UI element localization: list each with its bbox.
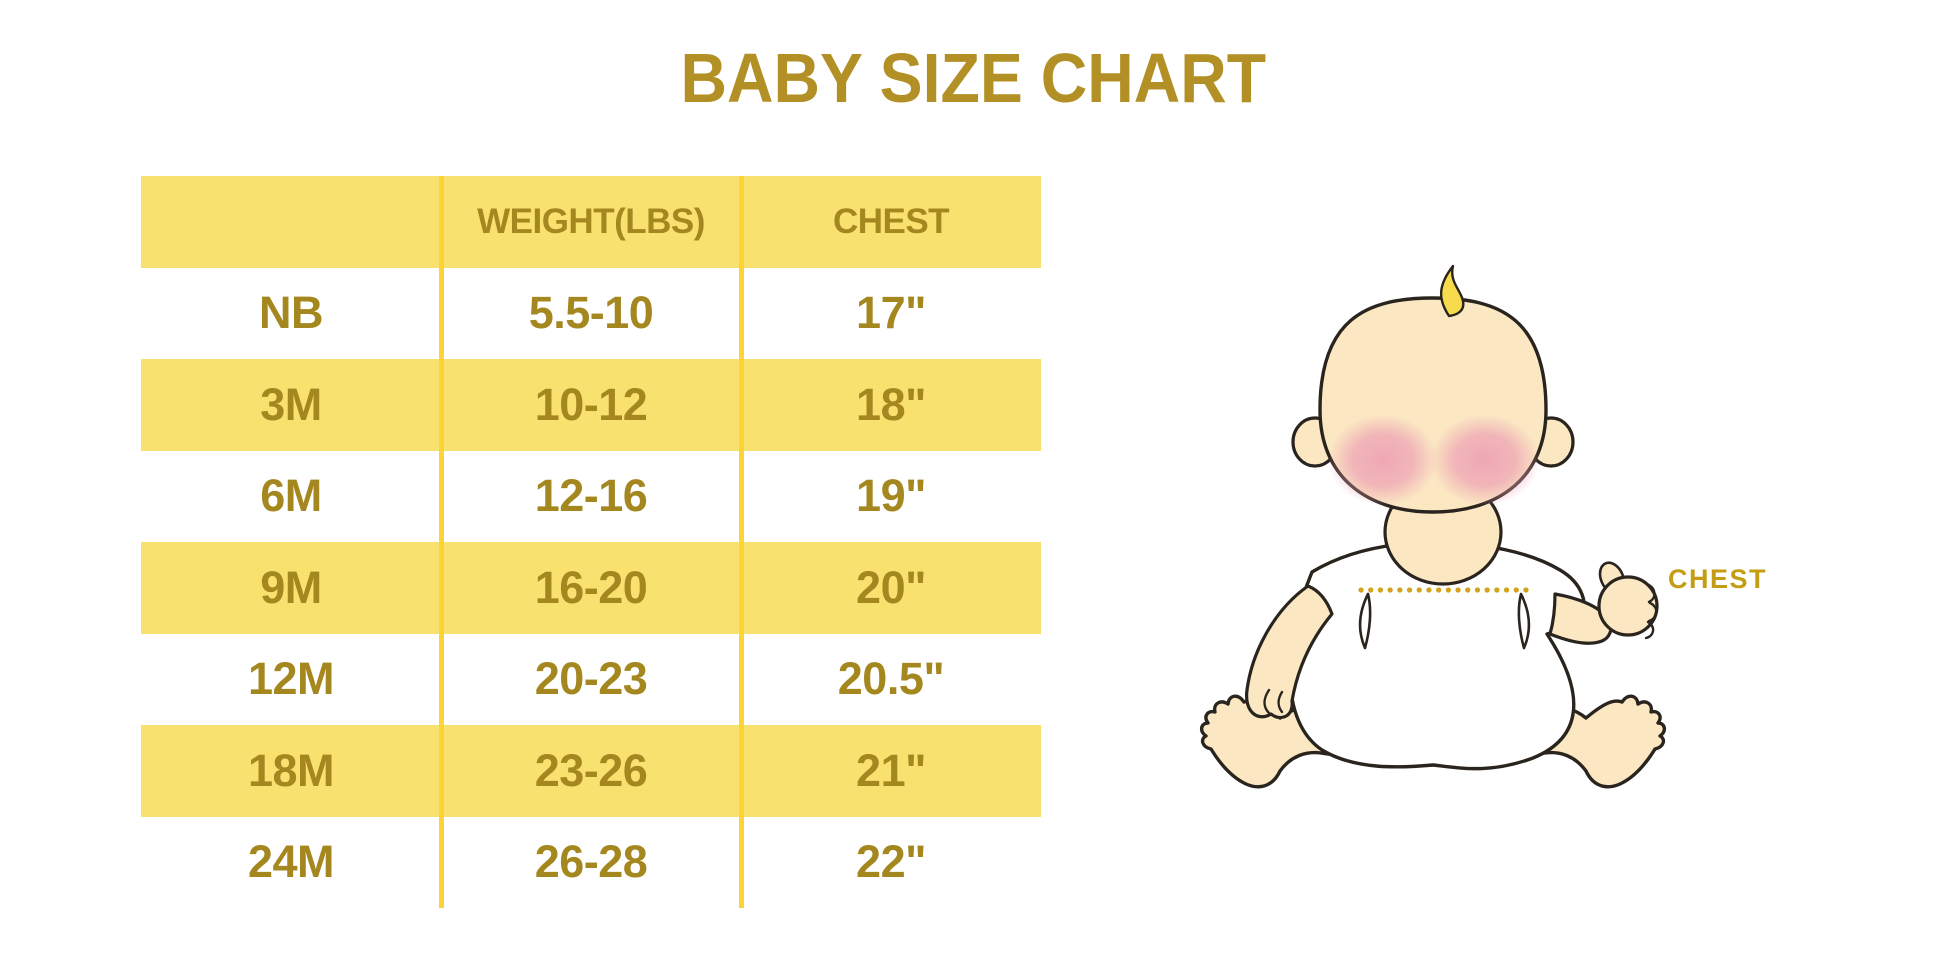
cell-chest: 19" (856, 470, 926, 522)
cell-weight: 23-26 (534, 744, 648, 796)
cell-weight: 16-20 (534, 561, 648, 613)
table-row-12m: 12M 20-23 20.5" (141, 633, 1041, 725)
cell-chest: 20.5" (837, 653, 945, 705)
cell-weight: 5.5-10 (528, 287, 654, 339)
baby-armpit-notch-right (1517, 592, 1531, 650)
cell-size: NB (259, 287, 324, 339)
baby-cheek-right (1430, 414, 1540, 506)
baby-armpit-notch-left (1358, 592, 1372, 650)
cell-weight: 26-28 (534, 836, 648, 888)
cell-size: 9M (260, 561, 322, 613)
cell-weight: 12-16 (534, 470, 648, 522)
header-cell-size (141, 176, 441, 268)
table-row-9m: 9M 16-20 20" (141, 542, 1041, 634)
baby-right-arm (1548, 592, 1613, 645)
header-cell-chest: CHEST (832, 201, 950, 241)
baby-left-hand-fingers (1263, 688, 1284, 715)
page-title: BABY SIZE CHART (0, 39, 1946, 117)
table-header-row: WEIGHT(LBS) CHEST (141, 176, 1041, 268)
cell-size: 18M (247, 744, 335, 796)
cell-size: 12M (247, 653, 335, 705)
cell-weight: 10-12 (534, 378, 648, 430)
chest-measure-label: CHEST (1668, 564, 1768, 594)
cell-chest: 21" (856, 744, 926, 796)
cell-size: 6M (260, 470, 322, 522)
baby-hair-curl-icon (1440, 264, 1465, 318)
cell-size: 24M (247, 836, 335, 888)
header-cell-weight: WEIGHT(LBS) (477, 201, 705, 241)
baby-fist (1597, 575, 1659, 637)
cell-chest: 18" (856, 378, 926, 430)
baby-fist-fingers (1644, 582, 1658, 640)
baby-illustration (1150, 250, 1800, 820)
table-row-3m: 3M 10-12 18" (141, 359, 1041, 451)
size-table: WEIGHT(LBS) CHEST NB 5.5-10 17" 3M 10-12… (141, 176, 1041, 908)
page-title-text: BABY SIZE CHART (680, 39, 1266, 117)
baby-cheek-left (1328, 414, 1438, 506)
table-row-6m: 6M 12-16 19" (141, 450, 1041, 542)
cell-chest: 17" (856, 287, 926, 339)
cell-chest: 22" (856, 836, 926, 888)
column-divider-2 (738, 176, 744, 908)
table-row-18m: 18M 23-26 21" (141, 725, 1041, 817)
baby-svg (1199, 264, 1667, 789)
table-row-24m: 24M 26-28 22" (141, 816, 1041, 908)
baby-left-arm (1245, 584, 1334, 720)
table-row-nb: NB 5.5-10 17" (141, 267, 1041, 359)
cell-size: 3M (260, 378, 322, 430)
cell-weight: 20-23 (534, 653, 648, 705)
cell-chest: 20" (856, 561, 926, 613)
column-divider-1 (438, 176, 444, 908)
